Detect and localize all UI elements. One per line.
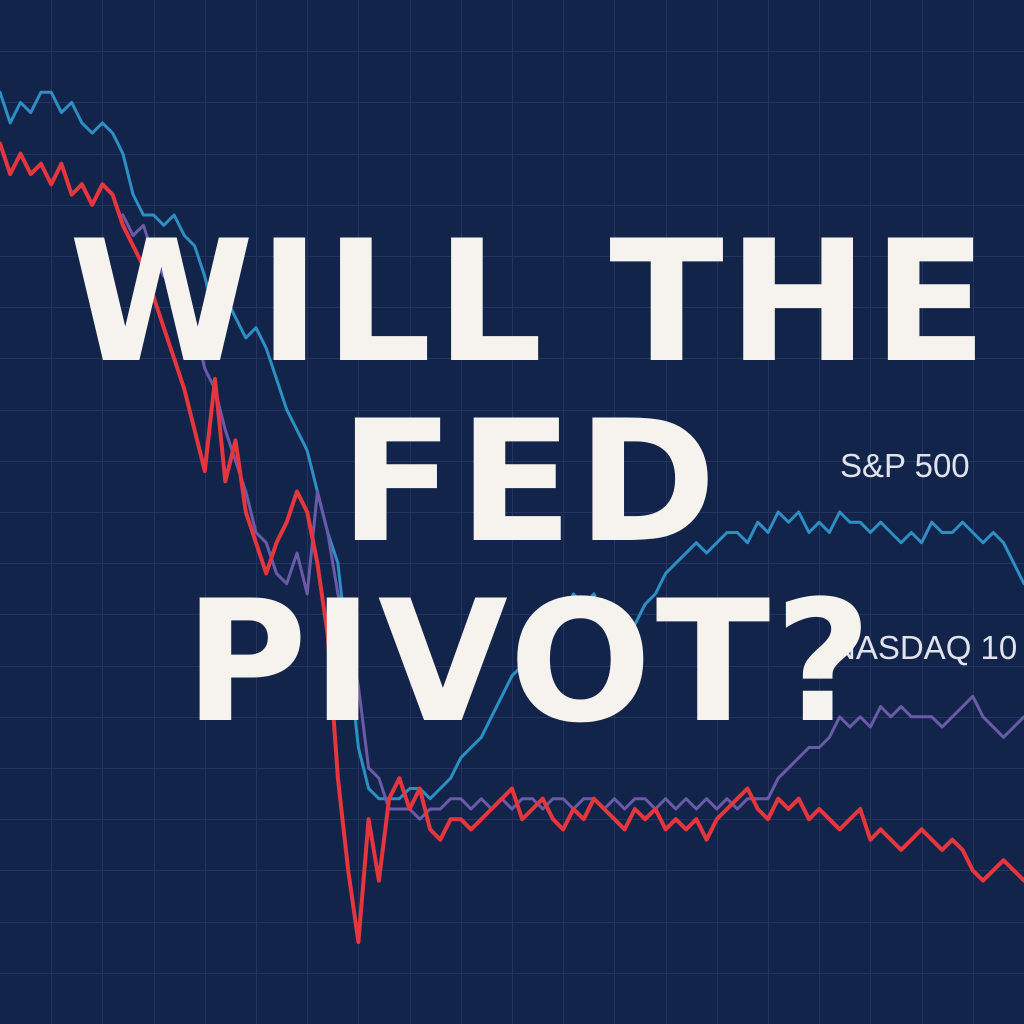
headline-line-1: WILL THE [68,204,992,400]
series-layer [0,90,1024,945]
series-labels: S&P 500 NASDAQ 10 [832,447,1017,666]
series-line-3 [0,141,1024,945]
headline: WILL THE FED PIVOT? [0,212,1024,752]
headline-line-3: PIVOT? [184,564,876,760]
series-label-nasdaq: NASDAQ 10 [832,629,1017,666]
series-line-1 [0,90,1024,801]
series-label-sp500: S&P 500 [840,447,970,484]
headline-line-2: FED [339,384,721,580]
